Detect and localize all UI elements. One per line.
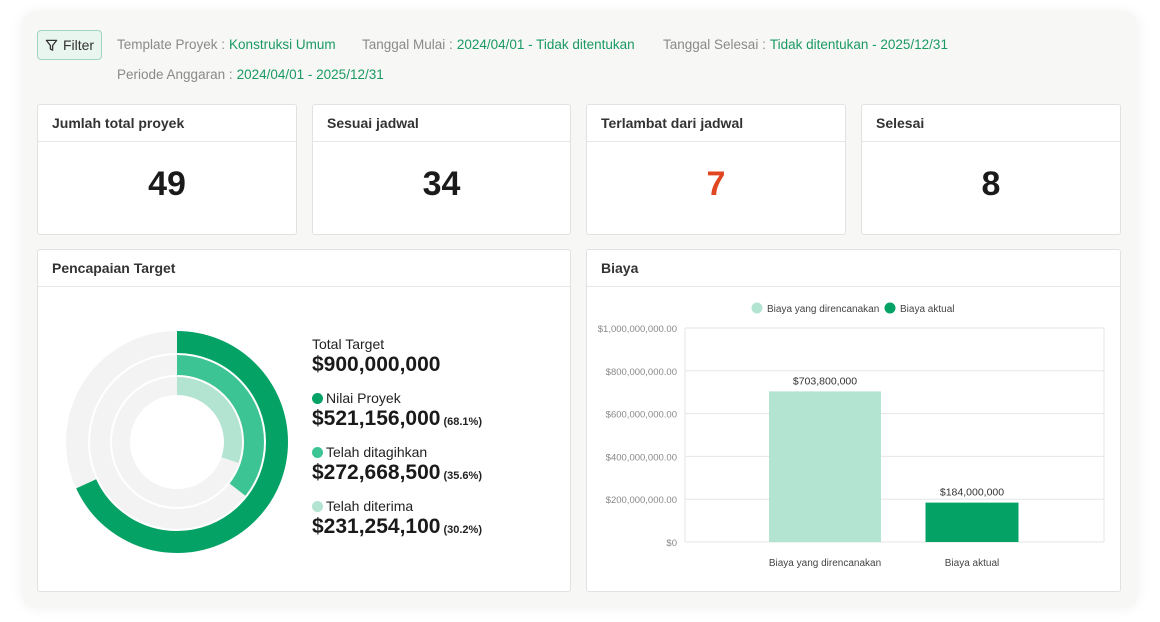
stat-card-value: 7 [706, 165, 726, 203]
donut-ring-1[interactable] [90, 355, 264, 529]
filter-button-label: Filter [62, 37, 95, 53]
filter-end-date-label: Tanggal Selesai : [663, 37, 766, 52]
target-item-telah-ditagihkan: Telah ditagihkan $272,668,500 (35.6%) [312, 444, 482, 485]
y-tick-label: $600,000,000.00 [606, 410, 677, 421]
bar[interactable] [769, 391, 881, 542]
target-item-pct: (68.1%) [443, 416, 482, 428]
target-item-pct: (35.6%) [443, 470, 482, 482]
y-tick-label: $400,000,000.00 [606, 452, 677, 463]
target-item-pct: (30.2%) [443, 524, 482, 536]
x-tick-label: Biaya aktual [945, 558, 999, 569]
target-item-value: $521,156,000 [312, 407, 441, 430]
filter-end-date[interactable]: Tanggal Selesai : Tidak ditentukan - 2025… [663, 37, 948, 52]
target-item-label: Telah diterima [326, 498, 414, 514]
filter-start-date-value[interactable]: 2024/04/01 - Tidak ditentukan [456, 37, 635, 52]
biaya-card: Biaya Biaya yang direncanakan Biaya aktua… [586, 249, 1121, 592]
target-donut-chart [66, 331, 288, 553]
donut-ring-2[interactable] [112, 377, 242, 507]
stat-card-title: Selesai [862, 105, 1120, 142]
bar-value-label: $184,000,000 [940, 487, 1004, 499]
biaya-card-title: Biaya [587, 250, 1120, 287]
stat-card-title: Terlambat dari jadwal [587, 105, 845, 142]
target-total-label: Total Target [312, 336, 385, 352]
filter-template-label: Template Proyek : [117, 37, 226, 52]
target-card: Pencapaian Target Total Target $900,000,… [37, 249, 571, 592]
target-item-telah-diterima: Telah diterima $231,254,100 (30.2%) [312, 498, 482, 539]
stat-card-title: Sesuai jadwal [313, 105, 570, 142]
y-tick-label: $800,000,000.00 [606, 367, 677, 378]
legend-label[interactable]: Biaya aktual [900, 304, 954, 315]
filter-bar: Filter Template Proyek : Konstruksi Umum … [37, 30, 1127, 90]
stat-card-value: 34 [422, 165, 461, 203]
stat-card-title: Jumlah total proyek [38, 105, 296, 142]
filter-start-date-label: Tanggal Mulai : [362, 37, 453, 52]
target-item-label: Nilai Proyek [326, 390, 401, 406]
stat-card-completed: Selesai 8 [861, 104, 1121, 235]
stat-card-total: Jumlah total proyek 49 [37, 104, 297, 235]
legend-label[interactable]: Biaya yang direncanakan [767, 304, 879, 315]
stat-card-late: Terlambat dari jadwal 7 [586, 104, 846, 235]
filter-button[interactable]: Filter [37, 30, 102, 60]
target-total-value: $900,000,000 [312, 353, 441, 376]
target-item-value: $231,254,100 [312, 515, 441, 538]
filter-icon [45, 39, 58, 51]
filter-end-date-value[interactable]: Tidak ditentukan - 2025/12/31 [769, 37, 948, 52]
filter-budget-period-label: Periode Anggaran : [117, 67, 233, 82]
filter-start-date[interactable]: Tanggal Mulai :2024/04/01 - Tidak ditent… [362, 37, 635, 52]
biaya-bar-chart: Biaya yang direncanakan Biaya aktual $0 $20… [598, 302, 1105, 569]
legend-dot [312, 392, 323, 404]
x-tick-label: Biaya yang direncanakan [769, 558, 881, 569]
bar[interactable] [925, 502, 1019, 542]
target-card-title: Pencapaian Target [38, 250, 570, 287]
target-total: Total Target $900,000,000 [312, 336, 482, 377]
legend-dot [312, 500, 323, 512]
legend-swatch [751, 302, 763, 314]
legend-swatch [884, 302, 896, 314]
filter-budget-period[interactable]: Periode Anggaran :2024/04/01 - 2025/12/3… [117, 67, 384, 82]
bar-value-label: $703,800,000 [793, 375, 857, 387]
y-tick-label: $0 [666, 538, 677, 549]
filter-template[interactable]: Template Proyek : Konstruksi Umum [117, 37, 336, 52]
target-item-label: Telah ditagihkan [326, 444, 428, 460]
dashboard-frame: Filter Template Proyek : Konstruksi Umum … [22, 12, 1138, 608]
chart-legend: Biaya yang direncanakan Biaya aktual [751, 302, 954, 315]
target-legend: Total Target $900,000,000 Nilai Proyek $… [312, 336, 482, 552]
target-item-nilai-proyek: Nilai Proyek $521,156,000 (68.1%) [312, 390, 482, 431]
target-item-value: $272,668,500 [312, 461, 441, 484]
y-tick-label: $200,000,000.00 [606, 495, 677, 506]
filter-template-value[interactable]: Konstruksi Umum [229, 37, 336, 52]
stat-card-value: 49 [148, 165, 186, 203]
donut-ring-0[interactable] [66, 331, 288, 553]
filter-budget-period-value[interactable]: 2024/04/01 - 2025/12/31 [236, 67, 384, 82]
stat-card-on-schedule: Sesuai jadwal 34 [312, 104, 571, 235]
y-tick-label: $1,000,000,000.00 [598, 324, 677, 335]
legend-dot [312, 446, 323, 458]
stat-card-value: 8 [981, 165, 1001, 203]
